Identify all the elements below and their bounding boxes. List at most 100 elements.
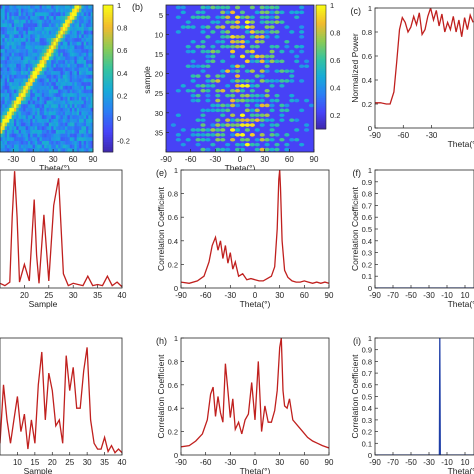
heat-cell [81,67,84,72]
heat-blob [225,69,231,73]
heat-cell [4,93,8,98]
heat-blob [254,35,260,39]
heat-cell [41,56,45,61]
heat-cell [86,78,89,83]
heat-cell [13,23,17,28]
heat-cell [51,115,54,120]
heat-cell [13,38,17,43]
heat-cell [32,104,36,109]
heat-cell [76,16,80,20]
panel-label: (i) [353,336,361,346]
heat-cell [58,126,61,131]
heat-cell [81,148,84,153]
heat-cell [55,49,59,54]
heat-cell [18,63,22,68]
heat-cell [83,60,87,65]
heat-blob [195,128,201,132]
heat-cell [37,71,40,76]
heat-cell [41,38,45,43]
heat-cell [83,144,87,149]
heat-blob [215,123,221,127]
heat-cell [20,126,24,131]
heat-cell [74,89,78,94]
heat-blob [210,30,216,34]
heat-blob [234,142,241,147]
heat-blob [170,123,176,127]
heat-cell [13,56,17,61]
heat-cell [0,41,3,46]
heat-cell [44,16,47,20]
heat-cell [62,71,66,76]
y-tick-label: 0.4 [362,404,372,413]
heat-blob [259,59,265,64]
heat-cell [39,122,43,127]
heat-cell [34,104,38,109]
heat-cell [34,89,38,94]
heat-cell [18,23,22,28]
heat-cell [88,60,91,65]
heat-cell [69,45,73,50]
heat-blob [210,123,216,127]
heat-cell [20,56,24,61]
heat-cell [30,85,33,90]
heat-cell [23,96,26,101]
heat-blob [239,118,246,122]
heat-cell [46,56,50,61]
heat-cell [44,96,47,101]
heat-blob [175,137,181,142]
x-axis-label: Theta(°) [39,163,70,173]
heat-cell [34,56,38,61]
heat-cell [81,63,84,68]
heat-cell [69,137,73,142]
heat-cell [88,71,91,76]
heat-cell [34,60,38,65]
heat-cell [2,19,5,24]
heat-cell [69,111,73,116]
heat-cell [41,85,45,90]
heat-blob [234,128,241,132]
heat-cell [76,144,80,149]
heat-cell [30,129,33,134]
heat-cell [79,60,82,65]
colorbar-step [103,90,113,94]
heat-cell [16,41,19,46]
colorbar-label: 0.2 [117,91,127,100]
heat-blob [175,30,181,34]
heat-cell [90,27,94,32]
heat-cell [0,137,3,142]
heat-cell [39,148,43,153]
heat-blob [215,128,221,132]
heat-blob [259,133,265,137]
heat-cell [60,52,64,57]
heat-cell [83,8,87,13]
heat-blob [269,79,275,83]
heat-blob [249,118,255,122]
heat-blob [225,142,231,147]
heat-cell [83,148,87,153]
heat-cell [39,107,43,112]
heat-cell [37,63,40,68]
heat-cell [55,60,59,65]
heat-cell [53,52,57,57]
heat-cell [25,133,29,138]
y-tick-label: 0.6 [168,381,178,390]
colorbar-step [316,91,326,95]
heat-blob [195,15,201,20]
heat-cell [32,118,36,123]
heat-cell [88,89,91,94]
heat-cell [37,133,40,138]
heat-blob [200,5,206,10]
heat-cell [51,104,54,109]
heat-blob [244,59,250,64]
heat-cell [67,71,71,76]
heat-cell [2,133,5,138]
heat-cell [65,5,68,9]
heat-cell [41,23,45,28]
heat-cell [6,45,10,50]
x-tick-label: 30 [260,155,269,164]
heat-cell [20,34,24,39]
heat-blob [239,123,246,127]
y-tick-label: 1 [368,334,372,343]
heat-cell [23,126,26,131]
